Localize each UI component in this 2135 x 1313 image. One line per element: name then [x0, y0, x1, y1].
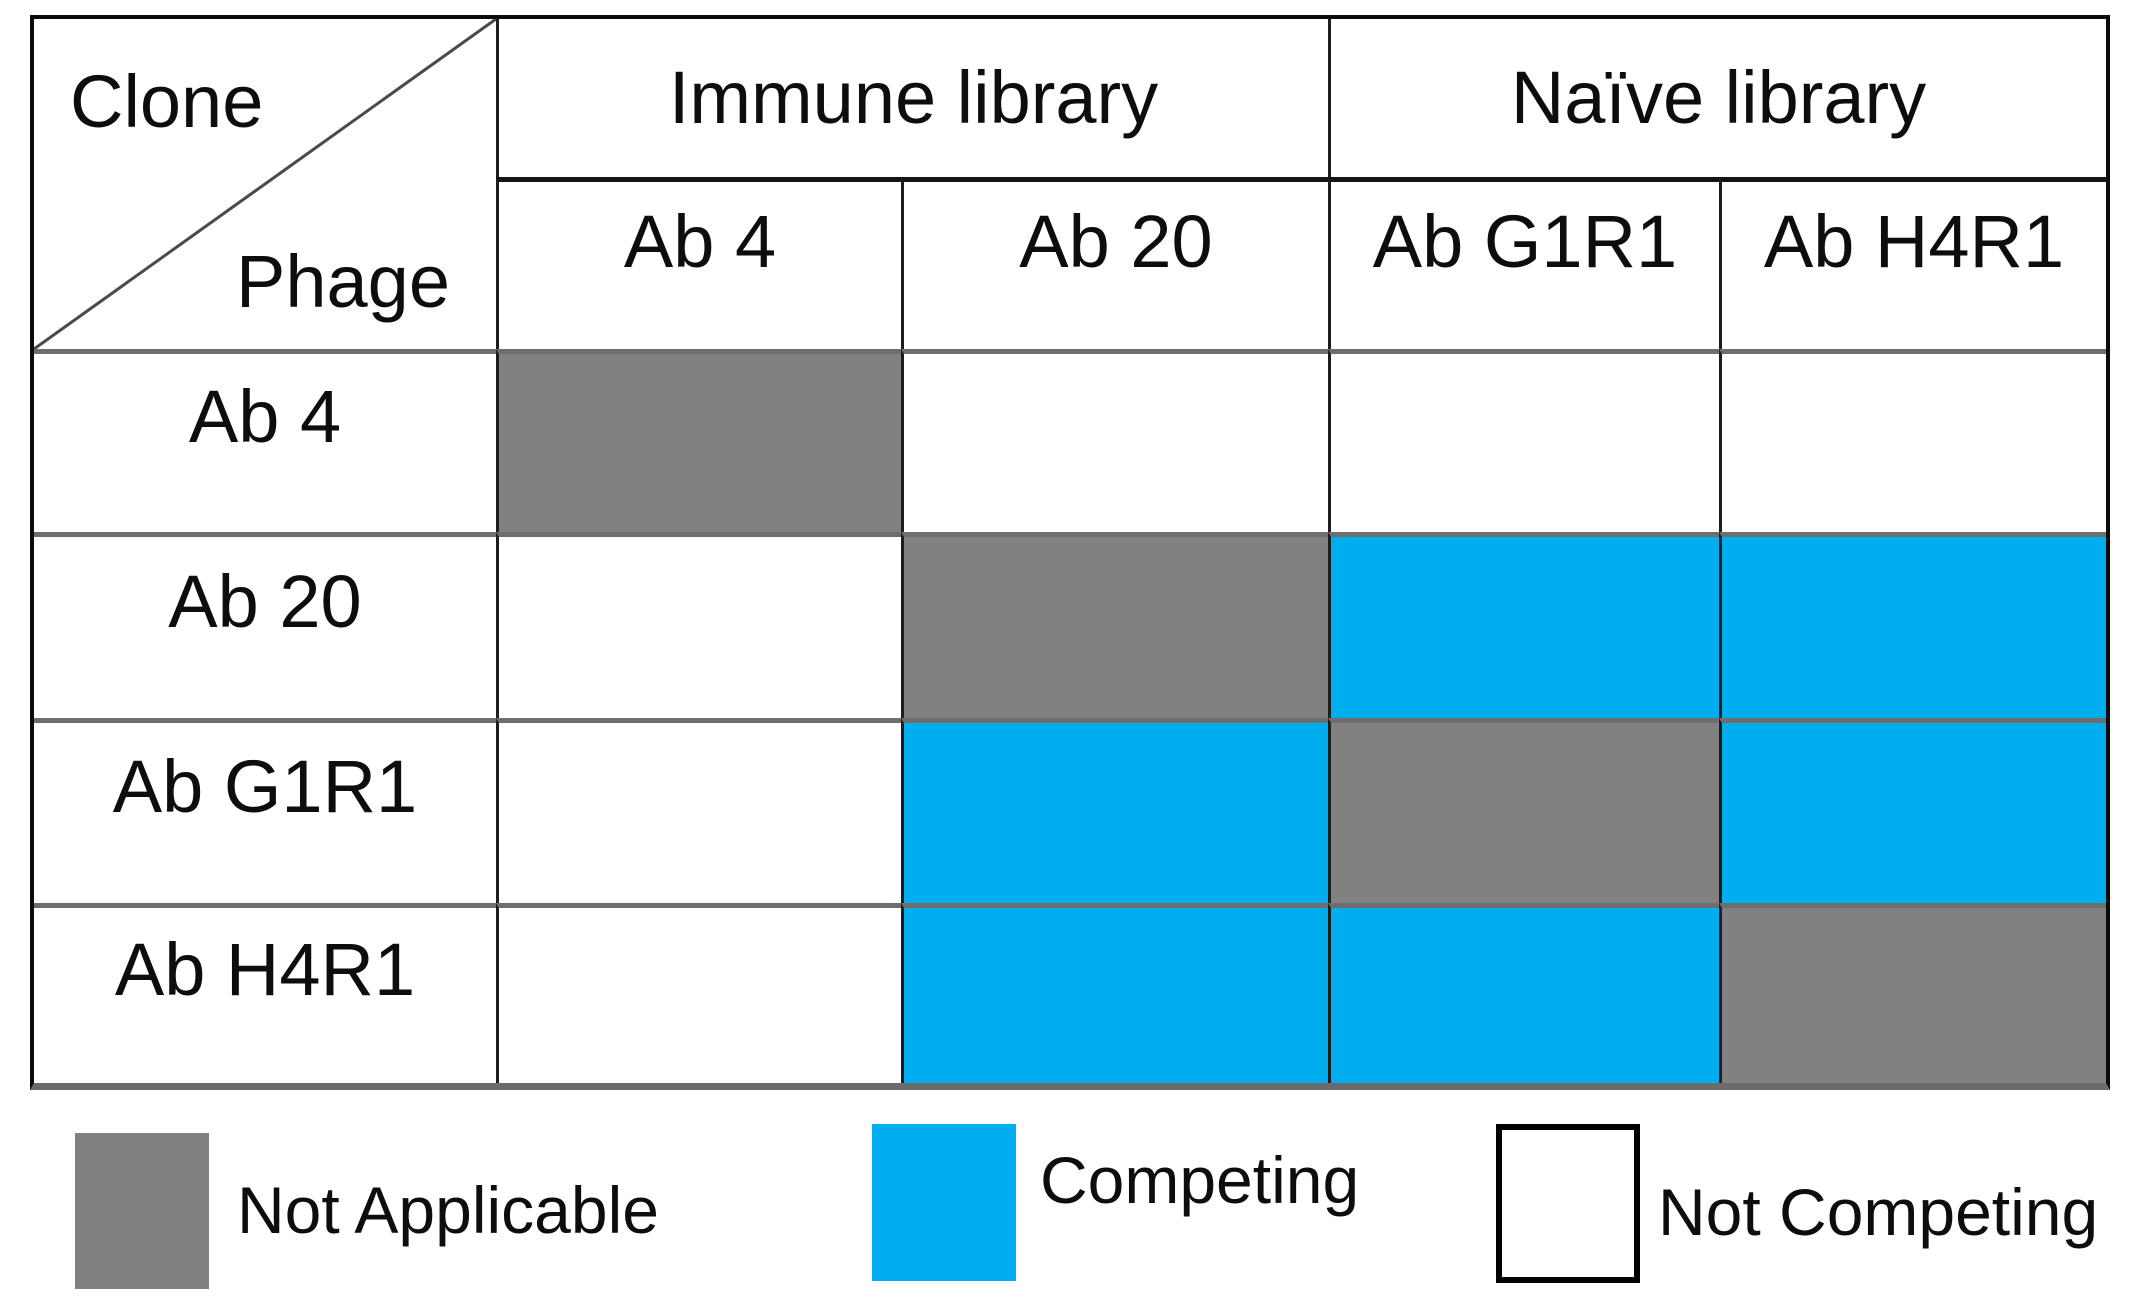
legend-swatch-competing — [872, 1124, 1016, 1281]
column-group-immune-library: Immune library — [496, 19, 1328, 177]
row-header-ab20: Ab 20 — [34, 532, 496, 718]
row-header-abh4r1: Ab H4R1 — [34, 903, 496, 1083]
matrix-cell — [1328, 532, 1719, 718]
matrix-cell — [1719, 718, 2106, 903]
diagonal-divider-line — [34, 19, 496, 349]
legend-label-competing: Competing — [1040, 1143, 1360, 1217]
matrix-cell — [496, 903, 901, 1083]
legend-label-not-competing: Not Competing — [1658, 1175, 2099, 1249]
row-header-ab4: Ab 4 — [34, 349, 496, 532]
legend-swatch-not-applicable — [75, 1133, 209, 1289]
matrix-cell — [1719, 532, 2106, 718]
column-group-label: Immune library — [668, 56, 1159, 139]
matrix-cell — [1328, 718, 1719, 903]
matrix-cell — [901, 718, 1328, 903]
corner-cell: Clone Phage — [34, 19, 496, 349]
matrix-cell — [901, 349, 1328, 532]
matrix-cell — [496, 718, 901, 903]
matrix-cell — [901, 532, 1328, 718]
matrix-cell — [1719, 903, 2106, 1083]
competition-matrix-table: Clone Phage Immune library Naïve library… — [30, 15, 2110, 1090]
corner-phage-label: Phage — [236, 240, 450, 323]
row-header-abg1r1: Ab G1R1 — [34, 718, 496, 903]
legend-label-not-applicable: Not Applicable — [237, 1173, 659, 1247]
matrix-cell — [1328, 349, 1719, 532]
corner-clone-label: Clone — [70, 60, 264, 143]
column-header-abh4r1: Ab H4R1 — [1719, 177, 2106, 349]
matrix-cell — [496, 532, 901, 718]
matrix-cell — [1719, 349, 2106, 532]
legend-swatch-not-competing — [1496, 1124, 1640, 1283]
column-header-abg1r1: Ab G1R1 — [1328, 177, 1719, 349]
matrix-cell — [901, 903, 1328, 1083]
column-group-label: Naïve library — [1510, 56, 1927, 139]
matrix-cell — [496, 349, 901, 532]
column-group-naive-library: Naïve library — [1328, 19, 2106, 177]
column-header-ab20: Ab 20 — [901, 177, 1328, 349]
matrix-cell — [1328, 903, 1719, 1083]
column-header-ab4: Ab 4 — [496, 177, 901, 349]
